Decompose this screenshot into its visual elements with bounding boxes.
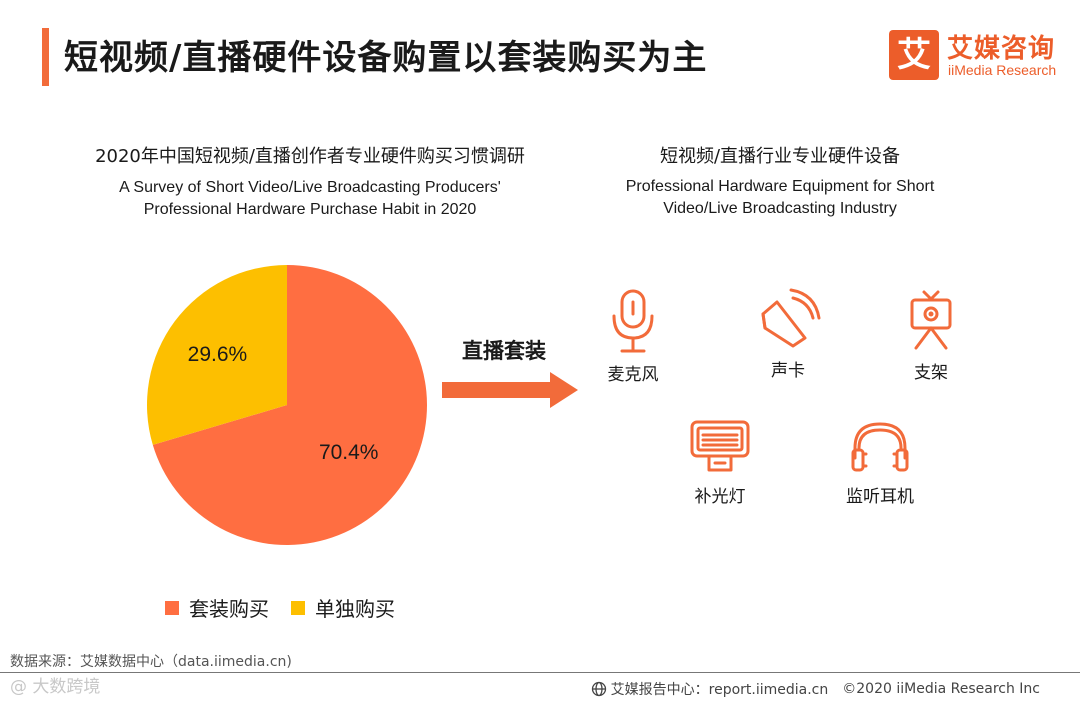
right-arrow-icon <box>442 372 578 408</box>
fill-light-icon <box>690 420 750 472</box>
equipment-label-sound-card: 声卡 <box>771 361 805 381</box>
pie-slice-single <box>147 265 287 445</box>
legend-label-single: 单独购买 <box>315 597 395 621</box>
equipment-sound-card: 声卡 <box>733 288 843 381</box>
pie-label-single: 29.6% <box>188 343 248 366</box>
tripod-camera-icon <box>910 290 952 350</box>
sound-card-icon <box>761 288 821 348</box>
equipment-label-headphones: 监听耳机 <box>846 487 914 507</box>
equipment-label-stand: 支架 <box>914 363 948 383</box>
logo-name-cn: 艾媒咨询 <box>947 34 1056 64</box>
legend-item-single: 单独购买 <box>291 593 395 622</box>
microphone-icon <box>612 289 654 353</box>
legend-swatch-bundle <box>165 600 179 615</box>
pie-slice-bundle <box>152 265 427 545</box>
chart-subtitle-en-line2: Professional Hardware Purchase Habit in … <box>143 201 477 218</box>
chart-subtitle-cn: 2020年中国短视频/直播创作者专业硬件购买习惯调研 <box>95 146 525 167</box>
report-center-link[interactable]: 艾媒报告中心：report.iimedia.cn <box>610 682 829 698</box>
equipment-headphones: 监听耳机 <box>825 418 935 507</box>
page-title: 短视频/直播硬件设备购置以套装购买为主 <box>64 38 708 78</box>
footer-divider <box>0 672 1080 673</box>
equipment-stand: 支架 <box>876 288 986 383</box>
equipment-subtitle-cn: 短视频/直播行业专业硬件设备 <box>659 146 901 167</box>
title-accent-bar <box>42 28 49 86</box>
pie-label-bundle: 70.4% <box>319 441 379 464</box>
chart-subtitle-en-line1: A Survey of Short Video/Live Broadcastin… <box>119 179 501 196</box>
legend-item-bundle: 套装购买 <box>165 593 269 622</box>
arrow-label: 直播套装 <box>462 339 546 363</box>
data-source: 数据来源：艾媒数据中心（data.iimedia.cn) <box>10 654 292 670</box>
logo-mark: 艾 <box>889 30 939 80</box>
brand-logo: 艾 艾媒咨询 iiMedia Research <box>889 30 1069 82</box>
equipment-subtitle-en-line2: Video/Live Broadcasting Industry <box>663 200 897 217</box>
legend-swatch-single <box>291 600 305 615</box>
chart-subtitle-en: A Survey of Short Video/Live Broadcastin… <box>40 177 580 221</box>
headphones-icon <box>851 422 909 472</box>
legend-label-bundle: 套装购买 <box>189 597 269 621</box>
pie-chart: 70.4% 29.6% <box>147 265 427 545</box>
chart-legend: 套装购买 单独购买 <box>165 593 417 622</box>
globe-icon <box>591 681 606 697</box>
equipment-label-microphone: 麦克风 <box>607 365 659 385</box>
logo-name-en: iiMedia Research <box>948 62 1057 78</box>
equipment-fill-light: 补光灯 <box>665 418 775 507</box>
equipment-microphone: 麦克风 <box>578 288 688 385</box>
footer-info: 艾媒报告中心：report.iimedia.cn ©2020 iiMedia R… <box>591 679 1040 699</box>
copyright: ©2020 iiMedia Research Inc <box>842 681 1040 697</box>
equipment-subtitle-en: Professional Hardware Equipment for Shor… <box>580 176 980 220</box>
watermark: @ 大数跨境 <box>10 677 101 697</box>
equipment-subtitle-en-line1: Professional Hardware Equipment for Shor… <box>625 178 935 195</box>
equipment-label-fill-light: 补光灯 <box>694 487 746 507</box>
